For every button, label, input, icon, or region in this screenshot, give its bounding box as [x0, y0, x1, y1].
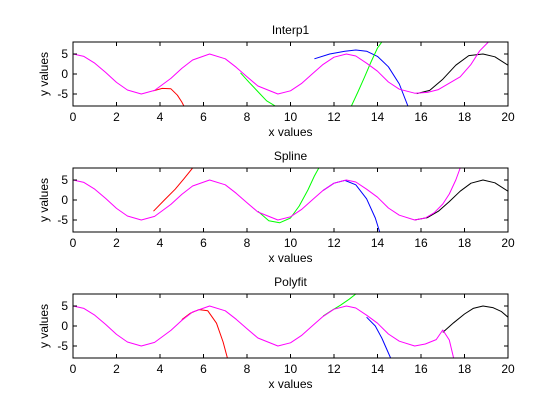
x-tick-label: 18 — [458, 362, 472, 376]
x-tick-label: 6 — [200, 236, 207, 250]
x-tick-label: 4 — [157, 236, 164, 250]
x-tick-label: 14 — [371, 236, 385, 250]
y-tick-label: -5 — [57, 213, 68, 227]
y-tick-label: 5 — [61, 173, 68, 187]
x-tick-label: 8 — [244, 236, 251, 250]
plot-area — [73, 294, 508, 358]
x-tick-label: 12 — [327, 110, 341, 124]
subplot-title: Polyfit — [274, 275, 307, 289]
series-line-2 — [257, 168, 320, 224]
y-tick-label: 0 — [61, 67, 68, 81]
x-tick-label: 12 — [327, 236, 341, 250]
x-tick-label: 0 — [70, 110, 77, 124]
x-tick-label: 16 — [414, 362, 428, 376]
x-tick-label: 2 — [113, 236, 120, 250]
series-line-2 — [240, 72, 276, 106]
x-tick-label: 18 — [458, 236, 472, 250]
series-line-4 — [442, 305, 508, 333]
series-line-6 — [73, 42, 489, 95]
plot-area — [73, 42, 508, 106]
x-tick-label: 6 — [200, 362, 207, 376]
y-axis-label: y values — [37, 178, 51, 222]
x-tick-label: 2 — [113, 110, 120, 124]
x-axis-label: x values — [268, 377, 312, 391]
series-line-5 — [73, 305, 455, 358]
x-tick-label: 16 — [414, 110, 428, 124]
x-tick-label: 6 — [200, 110, 207, 124]
x-tick-label: 12 — [327, 362, 341, 376]
series-group — [73, 294, 508, 358]
x-tick-label: 16 — [414, 236, 428, 250]
x-tick-label: 10 — [284, 110, 298, 124]
series-group — [73, 42, 508, 106]
series-line-1 — [153, 87, 185, 106]
y-tick-label: -5 — [57, 87, 68, 101]
x-tick-label: 20 — [501, 236, 515, 250]
x-tick-label: 20 — [501, 362, 515, 376]
series-line-3 — [314, 49, 409, 106]
x-tick-label: 8 — [244, 362, 251, 376]
x-tick-label: 10 — [284, 362, 298, 376]
series-line-5 — [73, 168, 461, 221]
x-tick-label: 4 — [157, 110, 164, 124]
x-tick-label: 10 — [284, 236, 298, 250]
x-tick-label: 20 — [501, 110, 515, 124]
x-tick-label: 14 — [371, 362, 385, 376]
x-tick-label: 0 — [70, 362, 77, 376]
y-axis-label: y values — [37, 304, 51, 348]
plot-area — [73, 168, 508, 232]
x-tick-label: 18 — [458, 110, 472, 124]
y-tick-label: 0 — [61, 193, 68, 207]
y-tick-label: -5 — [57, 339, 68, 353]
x-tick-label: 8 — [244, 110, 251, 124]
y-tick-label: 5 — [61, 47, 68, 61]
series-line-3 — [366, 316, 392, 358]
x-axis-label: x values — [268, 125, 312, 139]
y-tick-label: 5 — [61, 299, 68, 313]
y-axis-label: y values — [37, 52, 51, 96]
series-group — [73, 168, 508, 232]
x-tick-label: 2 — [113, 362, 120, 376]
subplot-title: Interp1 — [272, 23, 310, 37]
series-line-4 — [414, 179, 508, 221]
x-tick-label: 0 — [70, 236, 77, 250]
x-tick-label: 4 — [157, 362, 164, 376]
subplot-title: Spline — [274, 149, 308, 163]
y-tick-label: 0 — [61, 319, 68, 333]
series-line-5 — [416, 53, 508, 95]
series-line-4 — [350, 42, 383, 106]
series-line-1 — [153, 168, 193, 212]
x-tick-label: 14 — [371, 110, 385, 124]
x-axis-label: x values — [268, 251, 312, 265]
